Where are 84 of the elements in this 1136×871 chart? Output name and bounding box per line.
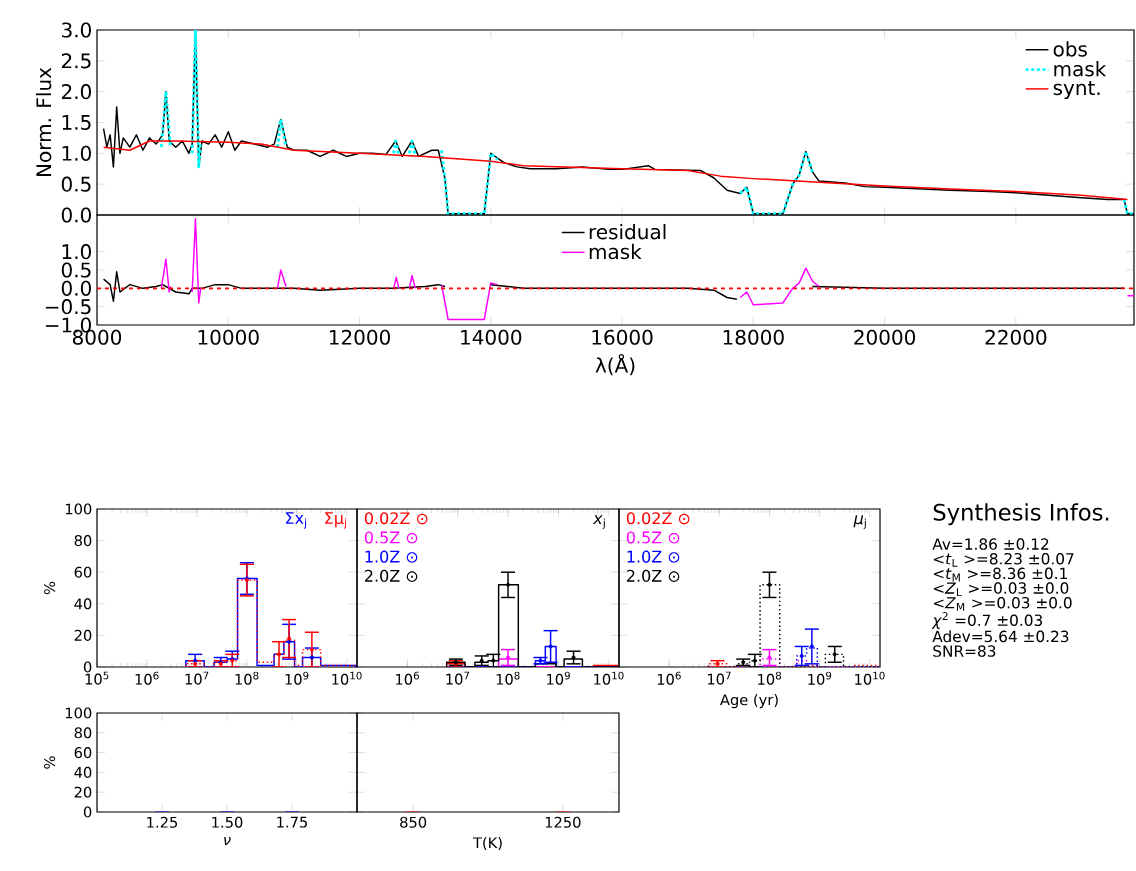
x-tick-label: 10$^{8}$: [496, 671, 520, 685]
y-tick-label: 2.0: [61, 84, 91, 100]
x-axis-title: T(K): [472, 836, 502, 851]
text: <t$_{L}$ >=8.23 ±0.07: [933, 552, 1074, 567]
y-tick-label: 0: [83, 806, 92, 818]
x-tick-label: 10$^{7}$: [185, 671, 209, 685]
y-tick-label: 100: [65, 503, 92, 515]
y-tick-label: 0.0: [61, 280, 91, 296]
annotation: x$_{j}$: [592, 515, 605, 529]
y-axis-title: %: [44, 756, 56, 769]
x-tick-label: 10$^{5}$: [85, 671, 109, 685]
text: 1.0Z ⊙: [627, 550, 680, 563]
y-tick-label: 20: [74, 629, 92, 641]
text: 0.02Z ⊙: [626, 512, 690, 525]
y-tick-label: −0.5: [45, 299, 91, 315]
x-tick-label: 10$^{10}$: [594, 671, 624, 685]
x-axis-title: λ(Å): [595, 354, 635, 376]
y-tick-label: 0.5: [61, 262, 91, 278]
y-tick-label: 0.0: [61, 207, 91, 223]
text: Σx$_{j}$: [286, 512, 307, 529]
annotation: μ$_{j}$: [853, 515, 866, 529]
legend-label: obs: [1053, 41, 1087, 57]
y-tick-label: 1.5: [62, 115, 91, 130]
y-tick-label: 2.5: [61, 53, 91, 69]
x-tick-label: 14000: [461, 329, 522, 345]
text: <t$_{M}$ >=8.36 ±0.1: [933, 567, 1067, 582]
y-tick-label: 1.0: [62, 145, 91, 161]
text: Av=1.86 ±0.12: [932, 538, 1049, 550]
x-tick-label: 10$^{7}$: [707, 671, 731, 685]
x-tick-label: 1250: [545, 816, 581, 828]
text: 1.0Z ⊙: [365, 550, 418, 563]
y-tick-label: 80: [74, 535, 92, 547]
text: SNR=83: [933, 645, 996, 657]
text: 2.0Z ⊙: [627, 569, 680, 582]
text: 2.0Z ⊙: [365, 569, 418, 582]
x-axis-title: Age (yr): [720, 693, 778, 709]
text: 0.5Z ⊙: [626, 531, 680, 544]
x-tick-label: 10$^{8}$: [235, 671, 259, 685]
legend-label: synt.: [1053, 80, 1100, 100]
x-tick-label: 10$^{6}$: [657, 671, 681, 685]
x-tick-label: 1.25: [147, 816, 178, 828]
y-tick-label: 60: [74, 566, 92, 578]
y-tick-label: 1.0: [62, 244, 91, 260]
y-tick-label: 100: [65, 707, 92, 719]
x-tick-label: 12000: [329, 329, 390, 345]
text: <Z$_{L}$ >=0.03 ±0.0: [933, 582, 1069, 597]
x-tick-label: 10$^{10}$: [855, 671, 885, 685]
y-tick-label: 0.5: [61, 176, 91, 192]
x-tick-label: 10$^{7}$: [446, 671, 470, 685]
x-tick-label: 20000: [854, 329, 916, 345]
x-tick-label: 16000: [592, 329, 653, 345]
x-tick-label: 18000: [723, 329, 784, 345]
y-axis-title: %: [44, 581, 56, 595]
legend-label: residual: [589, 223, 666, 240]
y-tick-label: 20: [74, 786, 92, 798]
x-tick-label: 10$^{6}$: [396, 671, 419, 685]
x-tick-label: 850: [400, 816, 427, 828]
x-tick-label: 22000: [985, 329, 1047, 345]
y-axis-title: Norm. Flux: [35, 67, 52, 177]
x-tick-label: 1.75: [277, 816, 308, 828]
text: <Z$_{M}$ >=0.03 ±0.0: [933, 596, 1072, 611]
x-tick-label: 10$^{9}$: [547, 671, 570, 685]
legend-label: mask: [589, 243, 642, 260]
x-tick-label: 10$^{8}$: [758, 671, 782, 685]
x-tick-label: 10$^{9}$: [285, 671, 309, 685]
y-tick-label: 80: [74, 727, 92, 739]
x-tick-label: 10$^{10}$: [332, 671, 362, 685]
text: Σμ$_{j}$: [325, 512, 346, 529]
x-tick-label: 1.50: [212, 816, 243, 828]
x-tick-label: 10$^{6}$: [135, 671, 159, 685]
y-tick-label: 40: [74, 598, 92, 610]
text: 0.5Z ⊙: [364, 531, 418, 544]
x-axis-title: ν: [224, 836, 231, 845]
text: Synthesis Infos.: [933, 503, 1109, 526]
legend-label: mask: [1054, 61, 1107, 77]
text: χ$^{2}$ =0.7 ±0.03: [931, 612, 1043, 630]
y-tick-label: 0: [83, 661, 92, 673]
y-tick-label: 40: [74, 766, 92, 778]
x-tick-label: 10000: [198, 329, 259, 345]
text: 0.02Z ⊙: [364, 512, 428, 525]
text: Adev=5.64 ±0.23: [932, 630, 1069, 643]
x-tick-label: 10$^{9}$: [808, 671, 832, 685]
y-tick-label: 3.0: [62, 22, 91, 38]
y-tick-label: 60: [74, 747, 92, 759]
